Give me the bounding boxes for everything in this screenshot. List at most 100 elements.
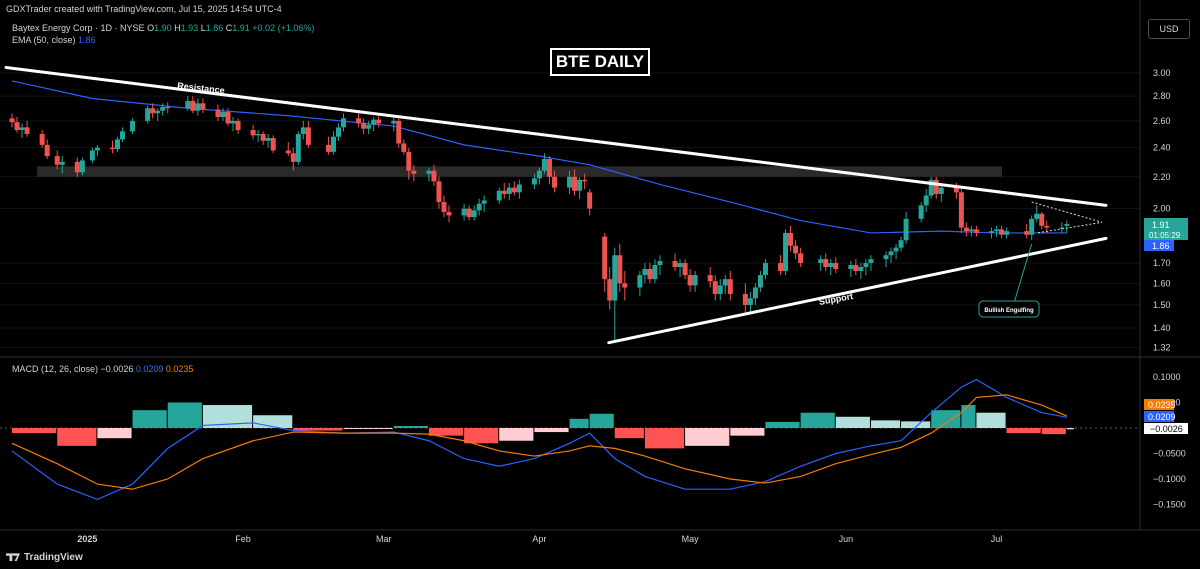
symbol-legend: Baytex Energy Corp · 1D · NYSE O1.90 H1.… [12, 23, 314, 33]
candle-body [396, 120, 402, 144]
macd-histogram-bar [428, 428, 464, 436]
time-tick-label: 2025 [77, 534, 97, 544]
price-tick-label: 2.60 [1153, 116, 1171, 126]
price-tick-label: 2.00 [1153, 204, 1171, 214]
candle-body [406, 151, 412, 171]
candle-body [999, 229, 1005, 235]
candle-body [19, 127, 25, 131]
candle-body [722, 279, 728, 286]
candle-body [145, 108, 151, 121]
macd-histogram-bar [57, 428, 97, 446]
ema-price-value: 1.86 [1152, 241, 1170, 251]
candle-body [391, 120, 397, 124]
candle-body [481, 200, 487, 204]
macd-histogram-bar [961, 405, 976, 428]
candle-body [928, 179, 934, 196]
candle-body [461, 208, 467, 216]
macd-histogram-bar [1006, 428, 1041, 434]
candle-body [295, 134, 301, 162]
macd-legend-hist: −0.0026 [100, 364, 134, 374]
candle-body [828, 263, 834, 267]
macd-badge [1144, 411, 1174, 422]
signal-badge [1144, 399, 1174, 410]
candle-body [868, 259, 874, 264]
signal-line [11, 394, 1068, 490]
candle-body [120, 131, 126, 140]
high-label: H [174, 23, 181, 33]
candle-body [305, 127, 311, 145]
last-price-badge [1144, 218, 1188, 240]
macd-line [11, 378, 1067, 501]
candle-body [858, 266, 864, 272]
candle-body [778, 263, 784, 272]
candle-body [366, 124, 372, 129]
resistance-label: Resistance [177, 81, 225, 96]
macd-legend-label: MACD (12, 26, close) [12, 364, 99, 374]
candle-body [798, 253, 804, 264]
candle-body [687, 275, 693, 286]
candle-body [682, 263, 688, 276]
candle-body [260, 134, 266, 141]
candle-body [958, 192, 964, 228]
candle-body [923, 195, 929, 206]
candle-body [587, 192, 593, 209]
candle-body [1029, 218, 1035, 235]
candle-body [200, 103, 206, 110]
candle-body [727, 279, 733, 294]
macd-legend: MACD (12, 26, close) −0.0026 0.0209 0.02… [12, 364, 193, 374]
candle-body [235, 120, 241, 131]
candle-body [647, 268, 653, 280]
candle-body [938, 187, 944, 194]
open-label: O [147, 23, 155, 33]
candle-body [265, 138, 271, 141]
candle-body [883, 255, 889, 260]
candle-body [762, 263, 768, 276]
hist-badge-value: −0.0026 [1150, 424, 1183, 434]
candle-body [496, 190, 502, 201]
candle-body [531, 178, 537, 185]
candle-body [325, 144, 331, 152]
candle-body [536, 170, 542, 179]
resistance-zone [37, 166, 1002, 177]
candle-body [371, 119, 377, 125]
candle-body [476, 203, 482, 211]
time-tick-label: Jul [991, 534, 1003, 544]
candle-body [285, 150, 291, 154]
candle-body [114, 139, 120, 150]
candle-body [757, 275, 763, 288]
candle-body [833, 263, 839, 269]
currency-selector[interactable]: USD [1148, 19, 1190, 39]
macd-histogram-bar [870, 420, 901, 428]
hist-badge [1144, 423, 1188, 434]
price-tick-label: 1.50 [1153, 300, 1171, 310]
candle-body [39, 134, 45, 145]
candle-body [551, 176, 557, 188]
change-value: +0.02 (+1.06%) [252, 23, 315, 33]
candle-body [903, 218, 909, 241]
price-tick-label: 1.32 [1153, 343, 1171, 353]
candle-body [933, 179, 939, 194]
candle-body [823, 259, 829, 267]
candle-body [14, 122, 20, 131]
candle-body [160, 107, 166, 111]
macd-tick-label: −0.1000 [1153, 474, 1186, 484]
candle-body [863, 263, 869, 267]
macd-histogram-bar [293, 428, 343, 431]
symbol-name: Baytex Energy Corp · 1D · NYSE [12, 23, 145, 33]
candle-body [89, 150, 95, 161]
macd-histogram-bar [931, 410, 961, 428]
price-tick-label: 1.60 [1153, 278, 1171, 288]
ema-line [11, 80, 1067, 234]
candle-body [511, 187, 517, 193]
macd-tick-label: −0.1500 [1153, 500, 1186, 510]
price-tick-label: 3.00 [1153, 68, 1171, 78]
price-tick-label: 2.40 [1153, 143, 1171, 153]
candle-body [441, 202, 447, 213]
candle-body [818, 259, 824, 264]
candle-body [657, 261, 663, 266]
candle-body [1044, 225, 1050, 228]
candle-body [516, 184, 522, 193]
candle-body [79, 160, 85, 173]
high-value: 1.93 [180, 23, 199, 33]
candle-body [677, 263, 683, 267]
